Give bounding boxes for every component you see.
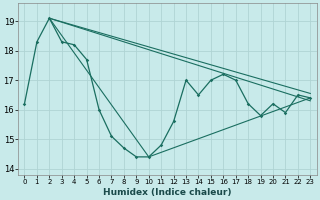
X-axis label: Humidex (Indice chaleur): Humidex (Indice chaleur)	[103, 188, 232, 197]
